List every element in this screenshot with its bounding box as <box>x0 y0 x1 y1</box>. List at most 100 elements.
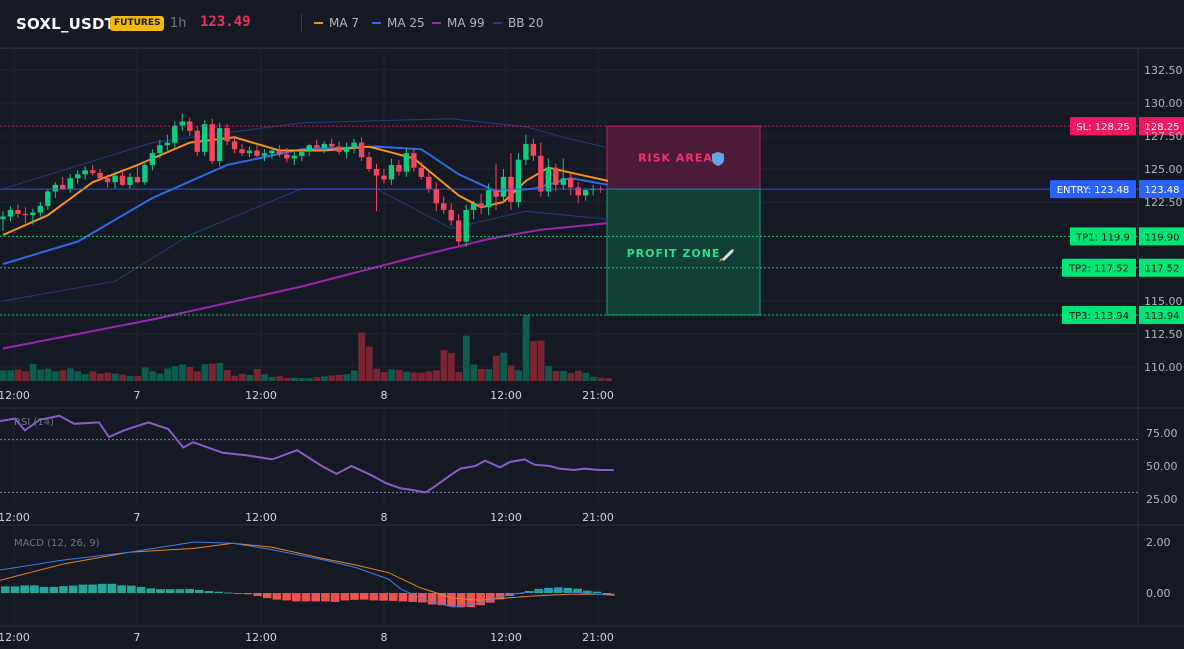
volume-bar <box>530 341 537 381</box>
candle-body <box>336 146 342 152</box>
candle-body <box>67 178 73 189</box>
macd-signal-line <box>0 542 615 601</box>
candle-body <box>328 143 335 147</box>
volume-bar <box>104 372 112 381</box>
take-profit-2-label-tag <box>1062 258 1136 277</box>
macd-histogram-bar <box>389 593 398 601</box>
volume-bar <box>485 369 493 381</box>
macd-histogram-bar <box>214 591 223 593</box>
volume-bar <box>589 376 597 381</box>
rsi-time-tick-label: 12:00 <box>245 511 277 524</box>
candle-body <box>22 213 29 216</box>
volume-bar <box>545 366 552 381</box>
stop-loss-label-tag <box>1070 117 1136 136</box>
legend-bb20[interactable]: BB 20 <box>493 16 544 30</box>
legend-ma99[interactable]: MA 99 <box>432 16 485 30</box>
candle-body <box>433 188 439 204</box>
macd-histogram-bar <box>127 585 136 593</box>
macd-histogram-bar <box>78 584 88 593</box>
volume-bar <box>141 367 149 381</box>
candle-body <box>530 143 537 156</box>
macd-histogram-bar <box>563 587 573 593</box>
macd-histogram-bar <box>301 593 311 602</box>
macd-histogram-bar <box>20 585 29 593</box>
macd-time-tick-label: 7 <box>134 631 141 644</box>
candle-body <box>523 143 529 160</box>
candle-body <box>149 153 156 166</box>
candle-body <box>418 167 425 177</box>
gridlines <box>0 47 1184 627</box>
volume-bar <box>7 370 15 381</box>
volume-bar <box>44 368 52 381</box>
legend-ma7-swatch <box>314 21 323 24</box>
volume-bar <box>164 368 171 381</box>
shield-icon <box>712 152 724 166</box>
macd-histogram-bar <box>408 593 417 602</box>
price-tick-label: 110.00 <box>1144 361 1183 374</box>
price-tick-label: 127.50 <box>1144 130 1183 143</box>
candle-body <box>89 170 96 173</box>
time-tick-label: 12:00 <box>245 389 277 402</box>
volume-bar <box>537 340 545 381</box>
macd-time-tick-label: 21:00 <box>582 631 614 644</box>
volume-bar <box>37 369 44 381</box>
legend-bb20-swatch <box>493 21 502 24</box>
candle-body <box>500 176 507 197</box>
volume-bar <box>261 374 269 381</box>
volume-bar <box>52 371 59 381</box>
candle-body <box>560 178 566 185</box>
candle-body <box>97 172 103 179</box>
macd-histogram-bar <box>447 593 456 607</box>
macd-title: MACD (12, 26, 9) <box>14 538 100 549</box>
volume-bar <box>291 377 298 381</box>
macd-histogram-bar <box>583 590 592 593</box>
rsi-time-tick-label: 7 <box>134 511 141 524</box>
macd-histogram-bar <box>195 589 204 593</box>
volume-bar <box>171 366 179 381</box>
volume-bar <box>515 370 523 381</box>
volume-bar <box>448 353 455 381</box>
rsi-title: RSI (14) <box>14 417 54 428</box>
volume-bar <box>81 374 89 381</box>
macd-histogram-bar <box>98 583 107 593</box>
macd-histogram-bar <box>175 589 185 593</box>
candle-body <box>112 175 118 183</box>
legend-ma25[interactable]: MA 25 <box>372 16 425 30</box>
candle-body <box>134 176 141 183</box>
candle-body <box>396 165 402 172</box>
macd-histogram-bar <box>117 585 126 593</box>
macd-histogram-bar <box>495 593 505 600</box>
take-profit-2-axis-value: 117.52 <box>1145 264 1180 275</box>
rsi-time-tick-label: 8 <box>381 511 388 524</box>
volume-bar <box>380 372 388 381</box>
ma99-line <box>2 222 609 350</box>
candle-body <box>545 167 552 192</box>
candle-body <box>194 130 200 152</box>
stop-loss-label: SL: 128.25 <box>1076 122 1129 133</box>
macd-time-tick-label: 12:00 <box>0 631 30 644</box>
volume-bar <box>223 370 231 381</box>
symbol-title[interactable]: SOXL_USDT <box>16 15 116 33</box>
volume-bar <box>358 332 366 381</box>
macd-histogram-bar <box>107 583 117 593</box>
macd-histogram-bar <box>243 593 253 595</box>
timeframe-label[interactable]: 1h <box>170 16 187 31</box>
candle-body <box>239 149 245 154</box>
chart-header: SOXL_USDT FUTURES 1h 123.49 MA 7 MA 25 M… <box>0 0 1184 49</box>
volume-bar <box>246 374 254 381</box>
volume-bar <box>328 375 336 381</box>
candle-body <box>276 150 283 155</box>
volume-bar <box>306 378 313 381</box>
volume-bar <box>373 368 381 381</box>
candle-body <box>254 150 260 156</box>
candle-body <box>7 209 14 217</box>
take-profit-3-label: TP3: 113.94 <box>1068 311 1129 322</box>
volume-bar <box>194 371 201 381</box>
take-profit-3-axis-value: 113.94 <box>1145 311 1180 322</box>
macd-histogram-bar <box>418 593 427 603</box>
volume-bar <box>119 374 127 381</box>
legend-ma7[interactable]: MA 7 <box>314 16 359 30</box>
candle-body <box>373 169 380 176</box>
volume-bar <box>433 370 440 381</box>
